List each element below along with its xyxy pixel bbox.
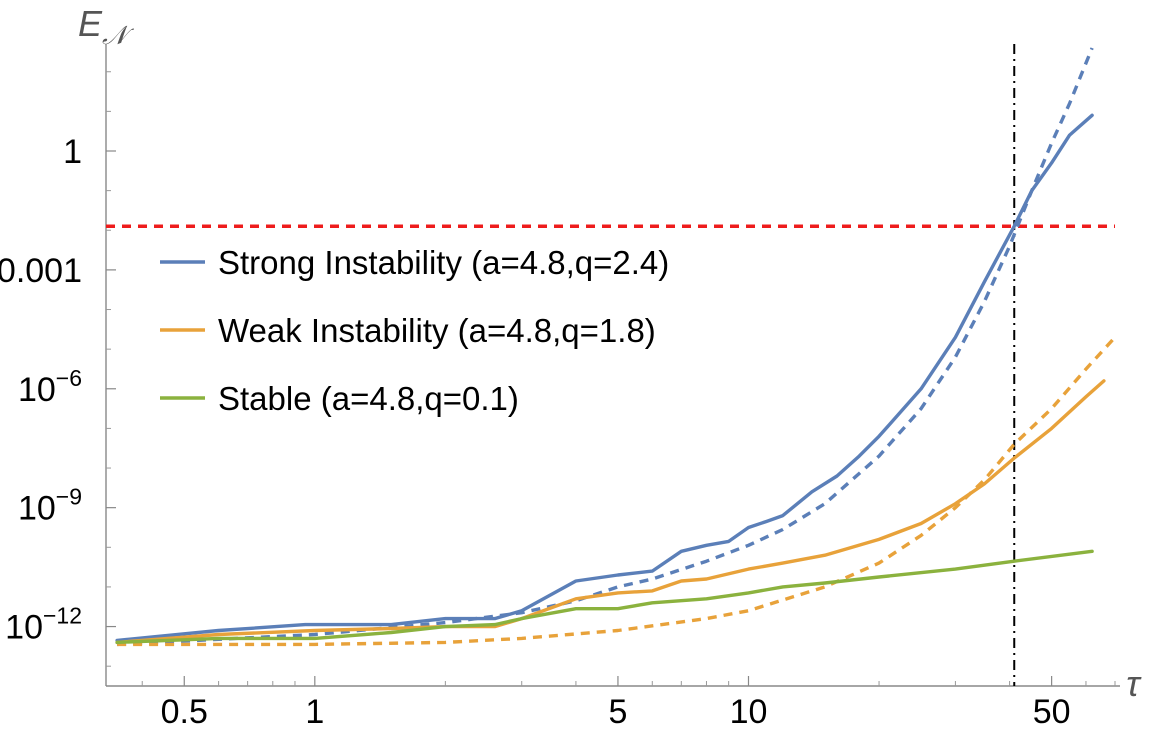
y-tick-exponent: −9 xyxy=(56,484,82,510)
y-tick-label: 10−9 xyxy=(18,484,82,528)
x-tick-label: 10 xyxy=(730,693,768,731)
y-axis-title-base: E xyxy=(78,3,103,44)
y-tick-exponent: −12 xyxy=(43,603,82,629)
y-tick-exponent: −6 xyxy=(56,365,82,391)
series-weak-instability-fit-dashed xyxy=(117,336,1117,647)
plot-area xyxy=(115,47,1117,647)
legend-label: Stable (a=4.8,q=0.1) xyxy=(218,380,519,417)
y-tick-label: 1 xyxy=(63,133,82,171)
y-tick-base: 10 xyxy=(18,490,56,528)
x-tick-label: 1 xyxy=(305,693,324,731)
legend-label: Strong Instability (a=4.8,q=2.4) xyxy=(218,244,669,281)
y-tick-base: 1 xyxy=(63,133,82,171)
y-tick-base: 10 xyxy=(18,371,56,409)
y-tick-base: 10 xyxy=(5,609,43,647)
y-tick-label: 10−12 xyxy=(5,603,82,647)
x-tick-label: 5 xyxy=(608,693,627,731)
series-strong-instability-a-4-8-q-2-4-solid xyxy=(115,113,1094,643)
x-tick-label: 50 xyxy=(1033,693,1071,731)
reference-lines xyxy=(106,44,1115,686)
y-tick-label: 0.001 xyxy=(0,252,82,290)
x-axis-title: τ xyxy=(1126,663,1142,704)
y-axis-title-subscript: 𝒩 xyxy=(102,20,135,50)
series-stable-a-4-8-q-0-1-solid xyxy=(115,549,1094,645)
legend: Strong Instability (a=4.8,q=2.4) Weak Ins… xyxy=(160,244,669,417)
series-strong-instability-fit-dashed xyxy=(117,47,1094,647)
series-weak-instability-a-4-8-q-1-8-solid xyxy=(115,379,1106,645)
legend-label: Weak Instability (a=4.8,q=1.8) xyxy=(218,312,656,349)
y-tick-base: 0.001 xyxy=(0,252,82,290)
y-tick-label: 10−6 xyxy=(18,365,82,409)
y-axis-title: E𝒩 xyxy=(78,3,135,50)
x-tick-label: 0.5 xyxy=(161,693,208,731)
